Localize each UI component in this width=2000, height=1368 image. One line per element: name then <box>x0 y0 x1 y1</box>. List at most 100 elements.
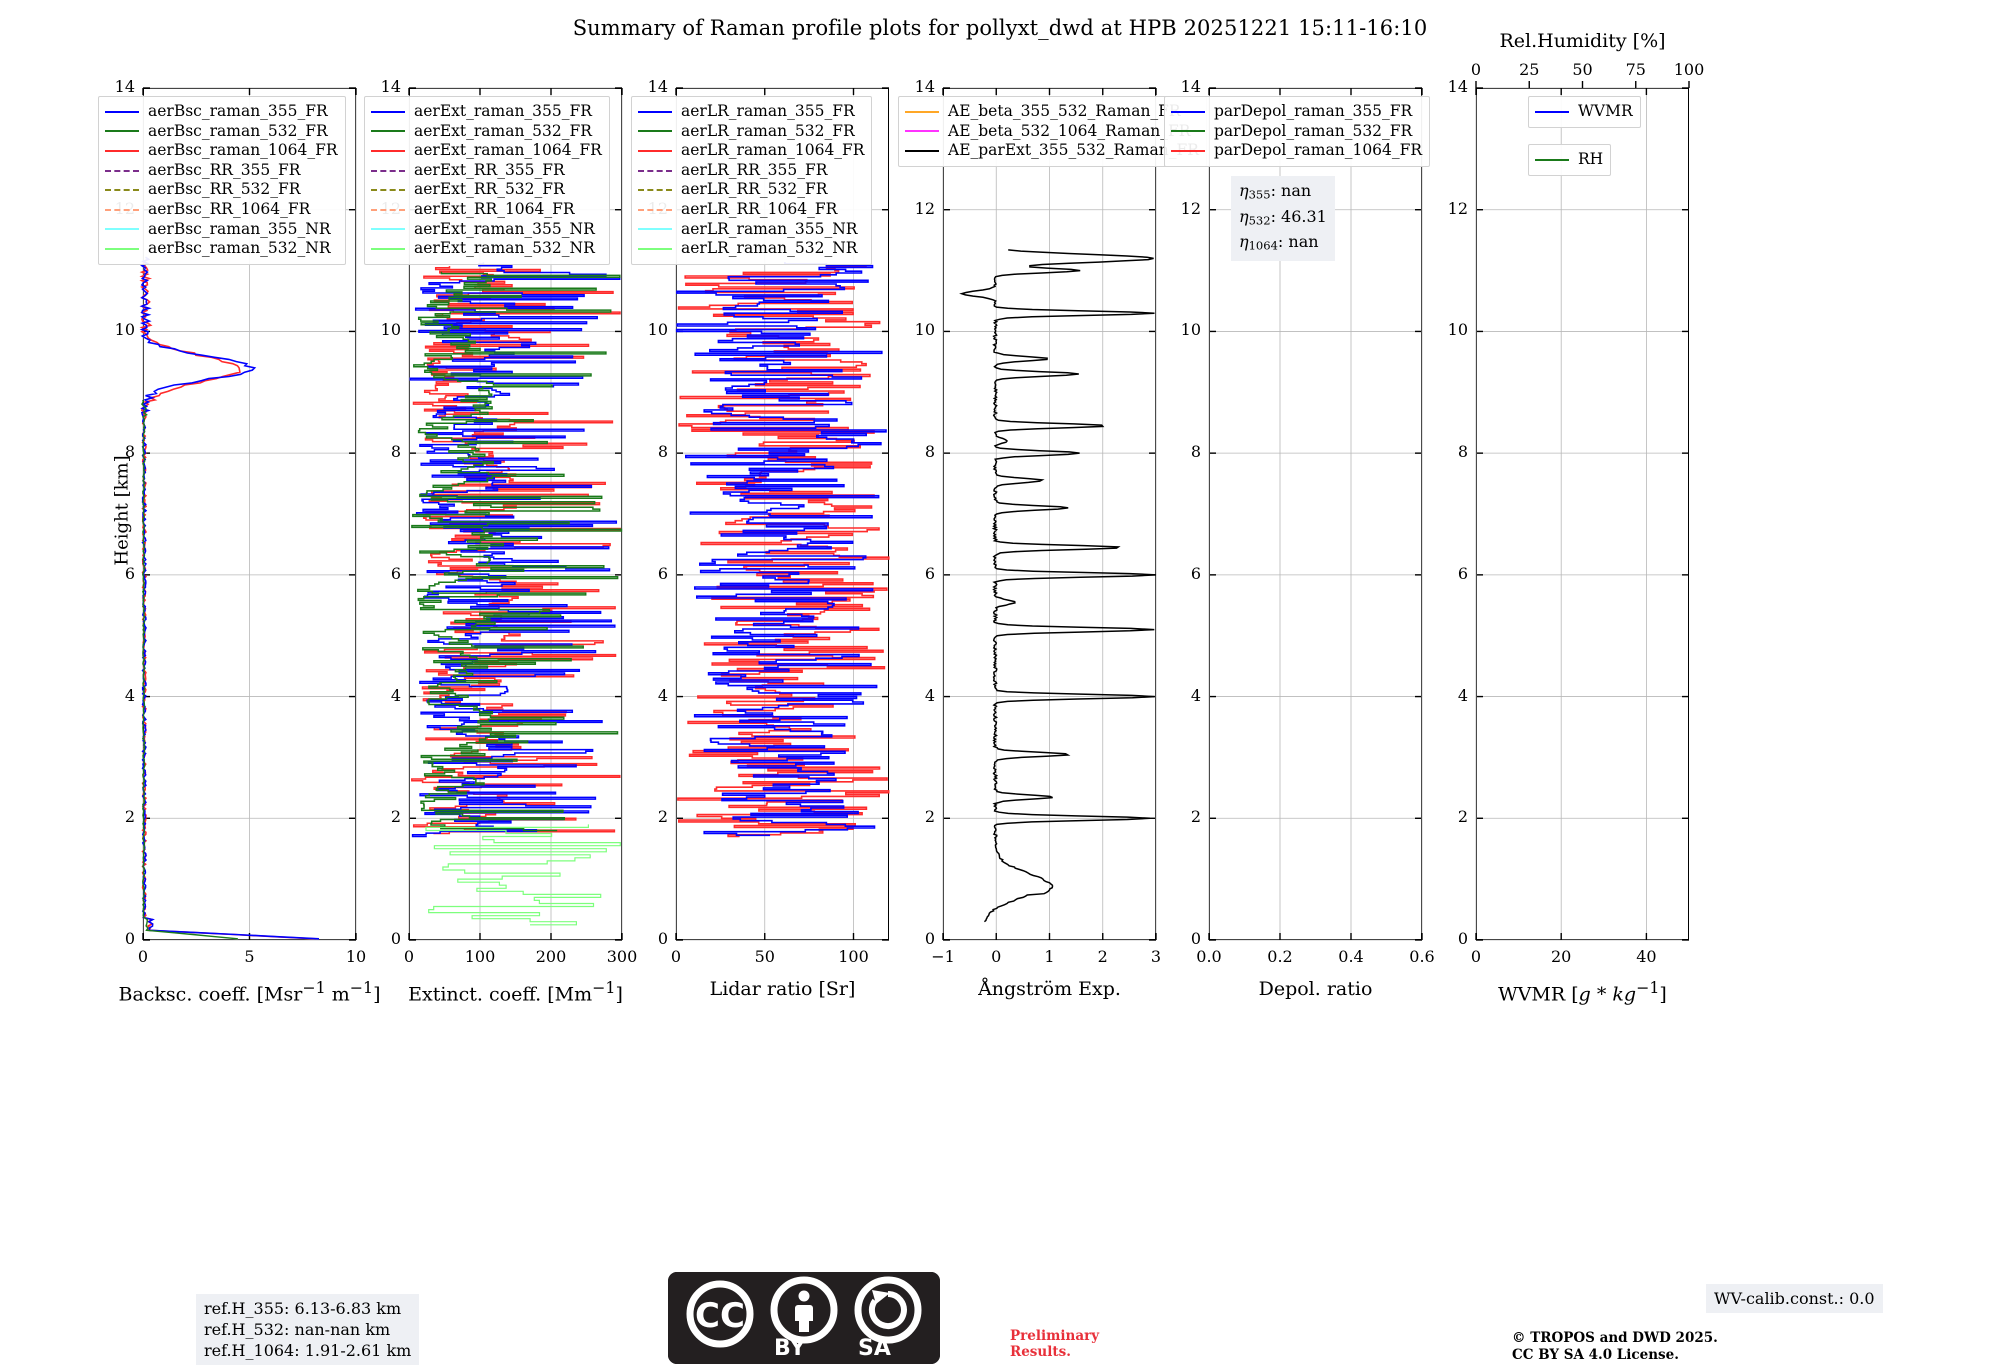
legend-item: AE_parExt_355_532_Raman_FR <box>905 141 1199 161</box>
legend-label: aerBsc_raman_1064_FR <box>148 141 338 160</box>
legend-line-swatch <box>638 169 672 172</box>
legend-line-swatch <box>371 228 405 231</box>
x-tick-label: 0.6 <box>1409 947 1435 966</box>
y-tick-label: 10 <box>1180 320 1201 340</box>
legend-depol-ratio[interactable]: parDepol_raman_355_FR parDepol_raman_532_… <box>1164 96 1431 167</box>
x-tick-label: 300 <box>606 947 638 966</box>
x-tick-label: 5 <box>244 947 255 966</box>
legend-backscatter[interactable]: aerBsc_raman_355_FR aerBsc_raman_532_FR ae… <box>98 96 346 265</box>
legend-label: aerBsc_RR_532_FR <box>148 180 301 199</box>
y-tick-label: 14 <box>1447 77 1468 96</box>
x-axis-label-wvmr: WVMR [g * kg−1] <box>1498 978 1667 1006</box>
legend-label: aerBsc_RR_1064_FR <box>148 199 311 218</box>
legend-line-swatch <box>638 189 672 192</box>
legend-lidar-ratio[interactable]: aerLR_raman_355_FR aerLR_raman_532_FR aerL… <box>631 96 873 265</box>
legend-line-swatch <box>371 208 405 211</box>
y-tick-label: 4 <box>124 685 135 705</box>
y-tick-label: 4 <box>1190 685 1201 705</box>
x-tick-label: 0 <box>991 947 1002 966</box>
legend-line-swatch <box>638 130 672 133</box>
copyright-line: CC BY SA 4.0 License. <box>1512 1346 1679 1363</box>
legend-line-swatch <box>105 169 139 172</box>
legend-label: aerExt_RR_532_FR <box>414 180 565 199</box>
legend-item: aerExt_raman_1064_FR <box>371 141 602 161</box>
copyright-line: © TROPOS and DWD 2025. <box>1512 1330 1718 1346</box>
legend-line-swatch <box>1171 110 1205 113</box>
legend-item: WVMR <box>1535 102 1633 122</box>
legend-line-swatch <box>371 149 405 152</box>
x-tick-label: 0 <box>1470 947 1482 966</box>
y-tick-label: 0 <box>1457 929 1468 948</box>
y-tick-label: 10 <box>647 320 668 340</box>
cc-license-badge: CC BY SA <box>668 1272 940 1364</box>
y-tick-label: 8 <box>657 442 668 462</box>
y-tick-label: 2 <box>124 807 135 827</box>
legend-label: aerBsc_RR_355_FR <box>148 160 301 179</box>
legend-line-swatch <box>905 149 939 152</box>
top-x-tick-label: 100 <box>1673 60 1705 79</box>
x-tick-label: 0.4 <box>1338 947 1364 966</box>
y-axis-label: Height [km] <box>111 455 133 566</box>
legend-label: AE_parExt_355_532_Raman_FR <box>948 141 1199 160</box>
legend-wvmr-wvmr[interactable]: WVMR <box>1528 96 1641 128</box>
legend-item: aerLR_raman_532_FR <box>638 122 864 142</box>
legend-line-swatch <box>905 130 939 133</box>
y-tick-label: 6 <box>390 563 401 583</box>
legend-item: aerBsc_RR_532_FR <box>105 180 338 200</box>
y-tick-label: 2 <box>1190 807 1201 827</box>
y-tick-label: 2 <box>1457 807 1468 827</box>
preliminary-line: Preliminary <box>1010 1328 1100 1344</box>
legend-item: aerLR_raman_355_FR <box>638 102 864 122</box>
eta-annotation: η355: nan η532: 46.31 η1064: nan <box>1231 176 1335 261</box>
y-tick-label: 0 <box>1190 929 1201 948</box>
legend-line-swatch <box>638 110 672 113</box>
legend-item: aerExt_raman_532_FR <box>371 122 602 142</box>
top-x-tick-label: 25 <box>1519 60 1540 79</box>
x-tick-label: 100 <box>464 947 496 966</box>
eta-line: η1064: nan <box>1239 232 1319 253</box>
y-tick-label: 8 <box>124 442 135 462</box>
legend-label: RH <box>1578 150 1604 168</box>
legend-line-swatch <box>1535 110 1569 113</box>
x-tick-label: 0.2 <box>1267 947 1293 966</box>
legend-angstrom[interactable]: AE_beta_355_532_Raman_FR AE_beta_532_1064… <box>898 96 1207 167</box>
y-tick-label: 4 <box>657 685 668 705</box>
preliminary-line: Results. <box>1010 1344 1071 1360</box>
legend-extinction[interactable]: aerExt_raman_355_FR aerExt_raman_532_FR ae… <box>364 96 610 265</box>
legend-label: aerLR_RR_355_FR <box>681 160 828 179</box>
legend-label: aerExt_raman_532_NR <box>414 239 595 258</box>
ref-height-line: ref.H_1064: 1.91-2.61 km <box>204 1341 412 1360</box>
legend-label: aerLR_raman_532_NR <box>681 239 858 258</box>
cc-license-icon: CC <box>668 1272 940 1364</box>
legend-wvmr-rh[interactable]: RH <box>1528 144 1612 176</box>
plot-area-angstrom <box>943 88 1156 940</box>
legend-line-swatch <box>1535 158 1569 161</box>
y-tick-label: 4 <box>1457 685 1468 705</box>
legend-label: aerLR_raman_532_FR <box>681 121 855 140</box>
legend-line-swatch <box>905 110 939 113</box>
top-axis-label: Rel.Humidity [%] <box>1499 30 1666 52</box>
legend-item: AE_beta_355_532_Raman_FR <box>905 102 1199 122</box>
y-tick-label: 4 <box>390 685 401 705</box>
y-tick-label: 0 <box>124 929 135 948</box>
legend-item: aerLR_RR_355_FR <box>638 161 864 181</box>
copyright-note: © TROPOS and DWD 2025. CC BY SA 4.0 Licen… <box>1512 1330 1718 1363</box>
legend-item: aerExt_raman_355_FR <box>371 102 602 122</box>
legend-item: aerBsc_RR_1064_FR <box>105 200 338 220</box>
y-tick-label: 8 <box>390 442 401 462</box>
legend-line-swatch <box>105 130 139 133</box>
legend-label: aerExt_raman_532_FR <box>414 121 592 140</box>
y-tick-label: 0 <box>657 929 668 948</box>
y-tick-label: 2 <box>657 807 668 827</box>
legend-line-swatch <box>105 228 139 231</box>
legend-label: aerExt_RR_355_FR <box>414 160 565 179</box>
legend-label: aerBsc_raman_355_NR <box>148 219 331 238</box>
legend-item: aerBsc_raman_532_FR <box>105 122 338 142</box>
legend-item: aerExt_raman_355_NR <box>371 220 602 240</box>
wv-calibration-annotation: WV-calib.const.: 0.0 <box>1706 1284 1883 1313</box>
legend-line-swatch <box>638 228 672 231</box>
y-tick-label: 6 <box>657 563 668 583</box>
y-tick-label: 6 <box>1190 563 1201 583</box>
x-axis-label-lidar-ratio: Lidar ratio [Sr] <box>709 978 856 1000</box>
